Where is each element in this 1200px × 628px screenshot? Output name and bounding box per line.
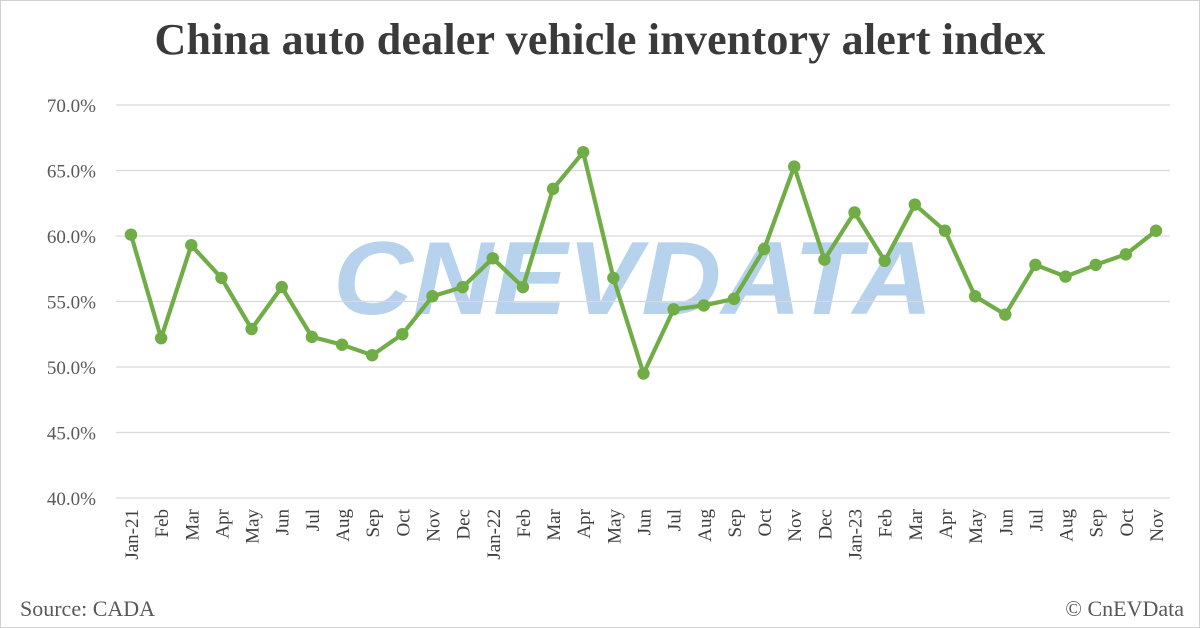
data-point xyxy=(275,280,288,294)
x-tick-label: Oct xyxy=(1117,508,1138,536)
x-tick-label: Apr xyxy=(212,508,233,538)
y-tick-label: 60.0% xyxy=(47,227,96,248)
chart-title: China auto dealer vehicle inventory aler… xyxy=(154,15,1046,64)
data-point xyxy=(396,328,409,341)
data-point xyxy=(1149,224,1163,237)
data-point xyxy=(305,330,319,344)
x-tick-label: Jul xyxy=(303,509,324,531)
data-point xyxy=(215,271,228,285)
x-tick-label: Sep xyxy=(363,509,384,538)
x-tick-label: Mar xyxy=(906,508,927,540)
x-tick-label: May xyxy=(243,509,264,544)
data-point xyxy=(848,206,861,219)
x-tick-label: Mar xyxy=(182,508,203,540)
x-axis-ticks: Jan-21 Feb Mar Apr May Jun Jul Aug Sep Oct Nov Dec J… xyxy=(122,508,1168,559)
y-tick-label: 45.0% xyxy=(47,424,96,445)
data-point xyxy=(908,198,922,211)
x-tick-label: Sep xyxy=(725,509,746,538)
data-point xyxy=(1089,258,1102,272)
x-tick-label: Sep xyxy=(1087,509,1108,538)
x-tick-label: Jun xyxy=(635,509,656,536)
source-note: Source: CADA xyxy=(20,596,156,621)
data-point xyxy=(516,280,530,294)
data-point xyxy=(667,303,680,316)
x-tick-label: Jun xyxy=(996,509,1017,536)
x-tick-label: Jul xyxy=(1026,509,1047,531)
data-point xyxy=(426,290,439,303)
y-tick-label: 70.0% xyxy=(47,96,96,117)
data-point xyxy=(727,292,741,306)
y-tick-label: 40.0% xyxy=(47,489,96,510)
data-point xyxy=(999,308,1012,321)
data-point xyxy=(697,299,710,312)
series-markers xyxy=(124,145,1163,380)
x-tick-label: Nov xyxy=(423,509,444,542)
series-line xyxy=(128,150,1159,376)
x-tick-label: Nov xyxy=(785,509,806,542)
data-point xyxy=(818,253,831,266)
data-point xyxy=(788,160,801,173)
x-tick-label: Jul xyxy=(665,509,686,531)
grid-layer xyxy=(116,104,1170,499)
data-point xyxy=(335,338,349,351)
y-tick-label: 50.0% xyxy=(47,358,96,379)
copyright-note: © CnEVData xyxy=(1065,596,1184,621)
data-point xyxy=(365,349,379,362)
x-tick-label: Apr xyxy=(574,508,595,538)
data-point xyxy=(1059,270,1072,283)
x-tick-label: Jan-23 xyxy=(846,509,867,560)
y-axis-ticks: 70.0% 65.0% 60.0% 55.0% 50.0% 45.0% 40.0% xyxy=(47,96,96,510)
x-tick-label: Jun xyxy=(273,509,294,536)
x-tick-label: Jan-21 xyxy=(122,509,143,560)
x-tick-label: Oct xyxy=(755,508,776,536)
x-tick-label: Feb xyxy=(876,509,897,538)
data-point xyxy=(577,145,590,159)
y-tick-label: 55.0% xyxy=(47,293,96,314)
y-tick-label: 65.0% xyxy=(47,162,96,183)
data-point xyxy=(637,367,650,380)
data-point xyxy=(757,242,771,256)
x-tick-label: Feb xyxy=(514,509,535,538)
x-tick-label: Feb xyxy=(152,509,173,538)
data-point xyxy=(1119,248,1133,261)
x-tick-label: Aug xyxy=(695,509,716,542)
x-tick-label: May xyxy=(966,509,987,544)
x-tick-label: May xyxy=(604,509,625,544)
data-point xyxy=(124,228,138,241)
x-tick-label: Oct xyxy=(393,508,414,536)
data-point xyxy=(607,271,620,285)
data-point xyxy=(878,254,891,268)
x-tick-label: Apr xyxy=(936,508,957,538)
x-tick-label: Nov xyxy=(1147,509,1168,542)
x-tick-label: Aug xyxy=(333,509,354,542)
x-tick-label: Aug xyxy=(1057,509,1078,542)
data-point xyxy=(185,238,198,252)
x-tick-label: Dec xyxy=(454,509,475,540)
x-tick-label: Mar xyxy=(544,508,565,540)
data-point xyxy=(546,182,560,196)
data-point xyxy=(486,252,499,265)
data-point xyxy=(1029,258,1042,272)
data-point xyxy=(938,224,952,237)
data-point xyxy=(968,290,982,303)
x-tick-label: Dec xyxy=(815,509,836,540)
data-point xyxy=(456,280,469,294)
data-point xyxy=(154,331,168,345)
x-tick-label: Jan-22 xyxy=(484,509,505,560)
data-point xyxy=(245,322,258,336)
